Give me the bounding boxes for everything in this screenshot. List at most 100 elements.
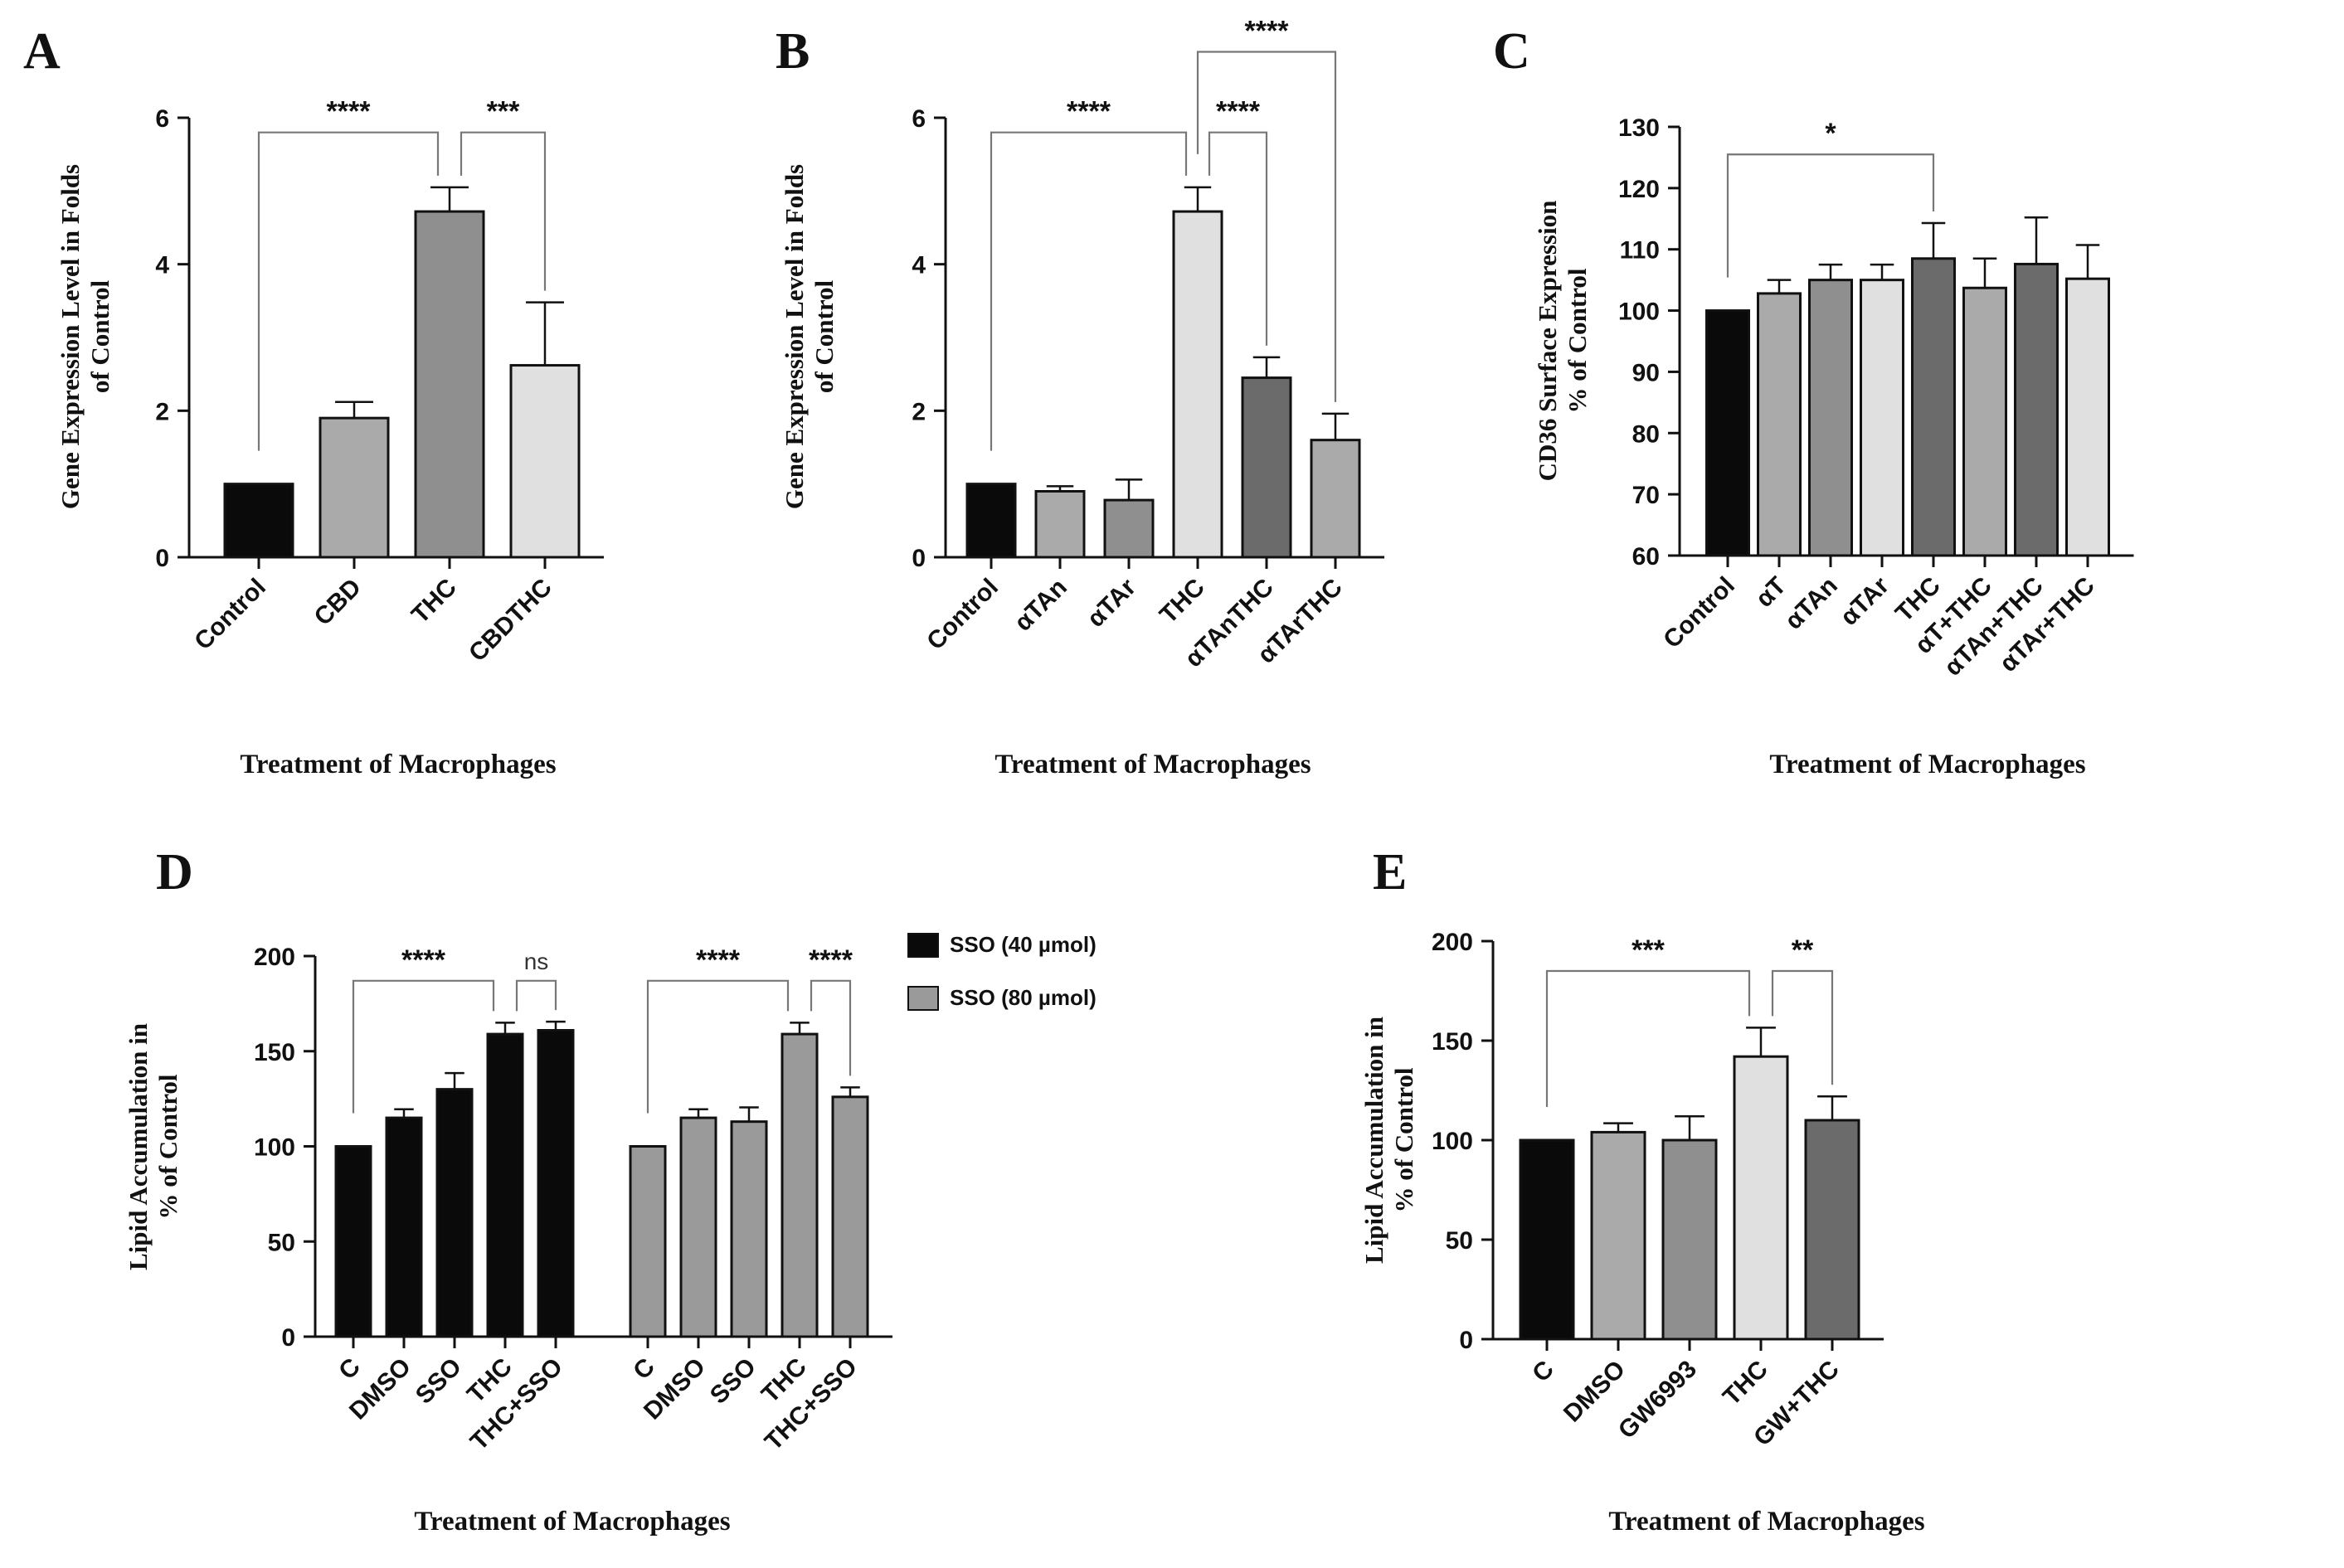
y-tick-label: 200 bbox=[1432, 929, 1473, 956]
x-tick-label: C bbox=[333, 1353, 366, 1386]
x-axis-label: Treatment of Macrophages bbox=[1769, 750, 2085, 779]
bar-thc bbox=[1733, 1055, 1789, 1341]
x-tick-label: SSO bbox=[411, 1353, 467, 1410]
bar-control bbox=[965, 483, 1017, 559]
x-axis-label: Treatment of Macrophages bbox=[240, 750, 556, 779]
bar--tan bbox=[1808, 279, 1853, 557]
bar-control bbox=[223, 483, 294, 559]
bar--tan bbox=[1034, 490, 1086, 559]
x-tick-label: αT bbox=[1751, 572, 1792, 613]
bar-thc-sso bbox=[831, 1095, 869, 1338]
y-tick-label: 150 bbox=[1432, 1028, 1473, 1056]
y-tick-label: 2 bbox=[912, 398, 926, 425]
y-tick-label: 4 bbox=[155, 252, 169, 279]
bar--t-thc bbox=[1962, 286, 2007, 557]
y-axis-label: % of Control bbox=[1563, 268, 1592, 413]
bar-thc bbox=[414, 210, 485, 559]
panel-letter: C bbox=[1493, 23, 1530, 80]
x-axis-label: Treatment of Macrophages bbox=[1608, 1507, 1924, 1536]
bar-thc bbox=[486, 1032, 524, 1338]
significance-bracket bbox=[1726, 153, 1935, 278]
x-tick-label: THC bbox=[406, 574, 462, 629]
x-tick-label: αTAr bbox=[1836, 571, 1895, 631]
bar--tan-thc bbox=[2014, 262, 2059, 557]
y-tick-label: 0 bbox=[155, 545, 169, 572]
y-axis-label: of Control bbox=[810, 279, 839, 393]
y-axis-label: % of Control bbox=[153, 1074, 182, 1219]
legend-label: SSO (40 µmol) bbox=[950, 932, 1097, 957]
y-tick-label: 50 bbox=[1446, 1227, 1473, 1255]
bar-thc bbox=[1911, 257, 1956, 557]
x-tick-label: Control bbox=[1658, 572, 1740, 654]
x-tick-label: CBD bbox=[309, 574, 367, 631]
y-axis-label: Gene Expression Level in Folds bbox=[56, 164, 85, 509]
y-axis-label: CD36 Surface Expression bbox=[1533, 201, 1562, 482]
y-axis-label: % of Control bbox=[1389, 1067, 1418, 1212]
x-tick-label: THC bbox=[1718, 1356, 1773, 1411]
significance-label: ns bbox=[524, 949, 549, 974]
y-tick-label: 70 bbox=[1632, 482, 1660, 509]
x-axis-label: Treatment of Macrophages bbox=[414, 1507, 730, 1536]
bar--tanthc bbox=[1241, 376, 1292, 559]
y-tick-label: 0 bbox=[1459, 1327, 1473, 1354]
significance-label: * bbox=[1825, 118, 1836, 149]
bar-cbd bbox=[319, 416, 390, 559]
significance-label: **** bbox=[1067, 96, 1111, 128]
significance-label: *** bbox=[487, 96, 520, 128]
x-tick-label: αTAn bbox=[1009, 574, 1072, 637]
significance-bracket bbox=[352, 979, 495, 1114]
panel-letter: B bbox=[776, 23, 810, 80]
x-tick-label: THC bbox=[1155, 574, 1210, 629]
panel-letter: D bbox=[156, 844, 193, 901]
y-tick-label: 6 bbox=[155, 105, 169, 133]
bar-cbdthc bbox=[509, 364, 581, 559]
bar--tar bbox=[1103, 498, 1155, 559]
y-axis-label: Lipid Accumulation in bbox=[124, 1023, 153, 1270]
x-tick-label: SSO bbox=[705, 1353, 761, 1410]
bar-control bbox=[1705, 309, 1750, 557]
legend-swatch bbox=[907, 986, 939, 1011]
x-tick-label: DMSO bbox=[1559, 1356, 1631, 1428]
bar-dmso bbox=[385, 1116, 423, 1338]
x-tick-label: αTAn bbox=[1780, 572, 1843, 635]
bar-gw6993 bbox=[1661, 1138, 1718, 1341]
significance-bracket bbox=[990, 131, 1188, 451]
bar-thc bbox=[781, 1032, 819, 1338]
bar-c bbox=[1519, 1138, 1575, 1341]
significance-bracket bbox=[1196, 51, 1337, 402]
significance-label: **** bbox=[696, 944, 741, 976]
bar-gw-thc bbox=[1804, 1119, 1860, 1341]
y-tick-label: 200 bbox=[254, 944, 295, 971]
bar--tarthc bbox=[1310, 439, 1361, 559]
bar-sso bbox=[435, 1088, 474, 1338]
y-tick-label: 120 bbox=[1618, 176, 1660, 203]
significance-label: **** bbox=[1245, 16, 1290, 47]
significance-bracket bbox=[460, 131, 547, 291]
panel-letter: E bbox=[1373, 844, 1407, 901]
y-tick-label: 100 bbox=[254, 1134, 295, 1162]
y-axis-label: of Control bbox=[85, 279, 114, 393]
bar-sso bbox=[730, 1120, 768, 1338]
bar-thc bbox=[1172, 210, 1223, 559]
y-tick-label: 60 bbox=[1632, 543, 1660, 570]
y-axis-label: Lipid Accumulation in bbox=[1359, 1017, 1388, 1264]
bar--tar-thc bbox=[2065, 277, 2110, 557]
x-tick-label: GW6993 bbox=[1613, 1356, 1702, 1444]
bar-dmso bbox=[679, 1116, 717, 1338]
significance-bracket bbox=[646, 979, 790, 1114]
bar-c bbox=[629, 1145, 667, 1338]
x-tick-label: Control bbox=[922, 574, 1004, 656]
significance-bracket bbox=[810, 979, 852, 1076]
y-tick-label: 90 bbox=[1632, 359, 1660, 386]
y-axis-label: Gene Expression Level in Folds bbox=[780, 164, 809, 509]
y-tick-label: 50 bbox=[268, 1229, 295, 1256]
y-tick-label: 100 bbox=[1618, 299, 1660, 326]
y-tick-label: 4 bbox=[912, 252, 926, 279]
y-tick-label: 0 bbox=[281, 1324, 295, 1352]
y-tick-label: 6 bbox=[912, 105, 926, 133]
y-tick-label: 110 bbox=[1620, 237, 1660, 265]
x-tick-label: C bbox=[628, 1353, 660, 1386]
